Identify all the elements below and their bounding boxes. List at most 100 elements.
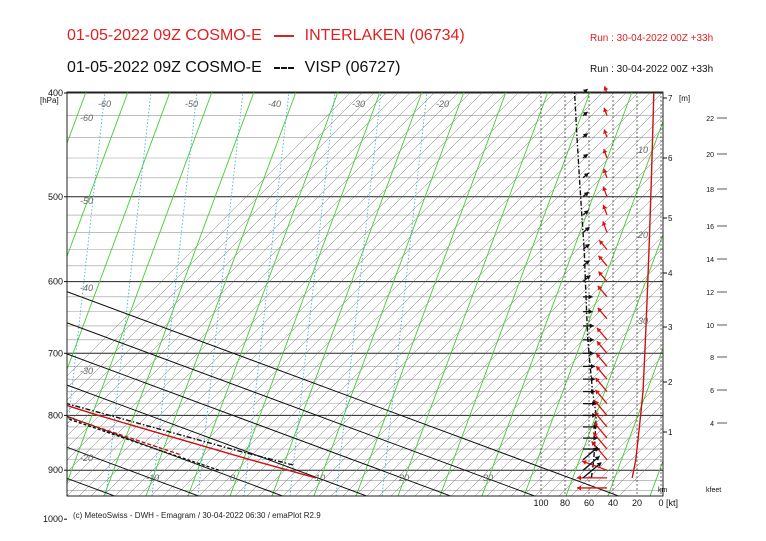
title-line-interlaken: 01-05-2022 09Z COSMO-E INTERLAKEN (06734… — [67, 27, 465, 45]
height-contour-label: 10 — [638, 145, 648, 155]
dry-adiabat — [67, 92, 171, 371]
wind-arrow-head — [589, 337, 594, 343]
wind-arrow-head — [582, 460, 587, 465]
hatch-line — [162, 92, 568, 496]
mixing-ratio-line — [197, 92, 244, 496]
wind-arrow-head — [593, 432, 598, 438]
hatch-line — [498, 331, 663, 496]
hatch-line — [558, 391, 663, 496]
hatch-line — [234, 92, 640, 496]
hatch-line — [414, 247, 663, 496]
pressure-tick-label: 900 — [48, 465, 63, 475]
wind-arrow-head — [584, 227, 590, 232]
wind-arrow-head — [583, 192, 589, 197]
wind-arrow-head — [577, 485, 581, 491]
dry-adiabat — [565, 233, 663, 496]
dry-adiabat — [481, 92, 633, 496]
hatch-line — [222, 92, 628, 496]
isotherm-label-left: -20 — [80, 453, 93, 463]
hatch-line — [138, 92, 544, 496]
height-ft-tick-label: 18 — [706, 187, 714, 194]
wind-arrow-head — [596, 462, 602, 467]
hatch-line — [510, 343, 663, 496]
hatch-line — [462, 295, 663, 496]
hatch-line — [67, 92, 412, 437]
wind-arrow-head — [602, 186, 608, 192]
wind-arrow-head — [596, 353, 601, 359]
isotherm-label-left: -50 — [80, 196, 93, 206]
pressure-tick-label: 800 — [48, 410, 63, 420]
height-km-tick-label: 5 — [668, 214, 673, 223]
hatch-line — [67, 92, 376, 401]
hatch-line — [114, 92, 520, 496]
hatch-line — [67, 92, 448, 473]
height-ft-tick-label: 22 — [706, 116, 714, 123]
hatch-line — [246, 92, 652, 496]
mixing-ratio-line — [335, 92, 382, 496]
wind-arrow — [581, 460, 608, 471]
title-line-visp: 01-05-2022 09Z COSMO-E VISP (06727) — [67, 59, 400, 77]
wind-arrow-head — [584, 244, 590, 249]
height-ft-tick-label: 6 — [710, 388, 714, 395]
wind-speed-profile-interlaken — [631, 92, 655, 479]
hatch-line — [67, 92, 364, 389]
wind-arrow — [591, 440, 608, 461]
hatch-line — [67, 92, 388, 413]
hatch-line — [67, 92, 436, 461]
isotherm-label-top: -40 — [268, 99, 281, 109]
dry-adiabat — [0, 92, 44, 496]
wind-arrow-head — [588, 309, 593, 315]
wind-arrow-head — [595, 389, 600, 395]
wind-arrow-head — [603, 86, 609, 91]
hatch-line — [474, 307, 663, 496]
hatch-line — [258, 92, 663, 496]
wind-arrow-head — [598, 271, 604, 277]
height-ft-tick-label: 8 — [710, 355, 714, 362]
wind-arrow-head — [593, 424, 598, 430]
dry-adiabat — [103, 92, 255, 496]
height-km-tick-label: 3 — [668, 323, 673, 332]
wind-arrow-head — [603, 107, 608, 113]
hatch-line — [150, 92, 556, 496]
height-km-tick-label: 4 — [668, 269, 673, 278]
wind-arrow-head — [592, 412, 597, 418]
wind-arrow-head — [599, 240, 604, 245]
wind-layer — [577, 86, 609, 491]
dry-adiabat — [607, 346, 663, 496]
title-run-date-2: 01-05-2022 09Z COSMO-E — [67, 59, 262, 76]
hatch-line — [450, 283, 663, 496]
wind-arrow-head — [596, 341, 602, 347]
run-info-visp: Run : 30-04-2022 00Z +33h — [590, 64, 714, 75]
isotherm — [67, 353, 453, 496]
dry-adiabat — [271, 92, 423, 496]
grid-layer — [0, 92, 663, 496]
mixing-ratio-line — [151, 92, 198, 496]
pressure-tick-label: 400 — [48, 88, 63, 98]
hatch-line — [318, 151, 663, 496]
hatch-line — [582, 415, 663, 496]
wind-speed-tick-label: 80 — [560, 498, 570, 508]
isotherm — [67, 322, 537, 496]
hatch-line — [210, 92, 616, 496]
mixing-ratio-line — [243, 92, 290, 496]
wind-arrow-head — [591, 376, 595, 382]
legend-dashdot-line — [274, 66, 295, 69]
hatch-line — [78, 92, 484, 496]
wind-arrow-head — [596, 327, 602, 333]
wind-speed-tick-label: 100 — [533, 498, 548, 508]
height-ft-tick-label: 10 — [706, 323, 714, 330]
isotherm-label-top: -60 — [98, 99, 111, 109]
plot-frame — [66, 91, 664, 497]
wind-arrow-head — [596, 366, 601, 371]
pressure-tick-label: 500 — [48, 192, 63, 202]
wind-arrow-head — [582, 111, 588, 117]
isotherm-label-left: -30 — [80, 366, 93, 376]
wind-arrow-head — [597, 285, 603, 291]
isotherm-label-bottom: 30 — [483, 473, 493, 483]
legend-station-interlaken: INTERLAKEN (06734) — [304, 27, 465, 44]
mixing-ratio-line — [289, 92, 336, 496]
dry-adiabat — [67, 92, 213, 484]
isotherm — [67, 415, 285, 496]
height-ft-tick-label: 4 — [710, 421, 714, 428]
legend-station-visp: VISP (06727) — [304, 59, 401, 76]
